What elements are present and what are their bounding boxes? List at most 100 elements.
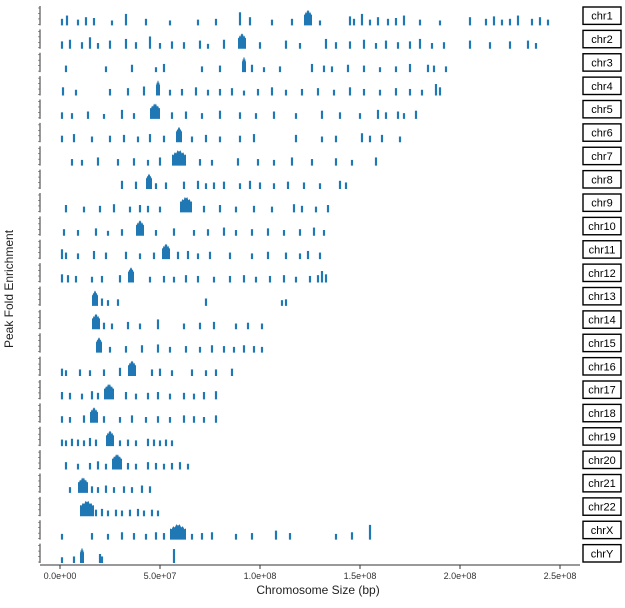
strip-label-box — [582, 263, 622, 283]
peak-bar — [122, 486, 126, 493]
peak-bar — [274, 530, 278, 540]
peak-bar — [128, 206, 132, 213]
peak-cluster — [156, 80, 160, 96]
peak-bar — [154, 183, 158, 189]
peak-bar — [312, 227, 316, 236]
peak-bar — [116, 299, 120, 306]
peak-bar — [426, 64, 430, 73]
peak-bar — [348, 87, 352, 96]
peak-bar — [68, 487, 72, 493]
peak-bar — [60, 249, 64, 260]
peak-bar — [228, 252, 232, 260]
peak-bar — [162, 135, 166, 143]
strip-label-chr17: chr17 — [588, 385, 616, 397]
peak-bar — [196, 275, 200, 283]
peak-bar — [204, 370, 208, 376]
strip-label-chr9: chr9 — [591, 198, 612, 210]
peak-bar — [76, 19, 80, 26]
peak-bar — [142, 510, 146, 517]
peak-bar — [282, 230, 286, 236]
peak-bar — [332, 89, 336, 96]
peak-bar — [168, 417, 172, 423]
peak-bar — [108, 135, 112, 143]
peak-bar — [130, 487, 134, 493]
peak-cluster — [92, 290, 98, 306]
peak-bar — [268, 275, 272, 283]
strip-label-chr3: chr3 — [591, 57, 612, 69]
peak-bar — [140, 485, 144, 493]
peak-bar — [108, 40, 112, 49]
peak-bar — [102, 113, 106, 119]
peak-bar — [200, 533, 204, 540]
strip-label-box — [582, 520, 622, 540]
peak-bar — [144, 533, 148, 540]
strip-label-box — [582, 356, 622, 376]
peak-bar — [414, 110, 418, 119]
peak-bar — [320, 271, 324, 283]
peak-bar — [168, 89, 172, 96]
peak-bar — [64, 205, 68, 213]
peak-bar — [210, 345, 214, 353]
peak-bar — [442, 42, 446, 49]
peak-cluster — [104, 384, 114, 400]
peak-bar — [110, 323, 114, 330]
peak-bar — [330, 66, 334, 73]
peak-bar — [352, 18, 356, 26]
x-axis-tick-label: 2.0e+08 — [444, 571, 477, 581]
strip-label-chr2: chr2 — [591, 34, 612, 46]
peak-bar — [318, 183, 322, 189]
strip-label-chr5: chr5 — [591, 104, 612, 116]
peak-bar — [204, 134, 208, 143]
peak-bar — [300, 88, 304, 96]
peak-bar — [420, 89, 424, 96]
peak-bar — [154, 462, 158, 470]
panel-chr17: chr17 — [38, 380, 622, 400]
panel-chr13: chr13 — [38, 286, 622, 306]
peak-bar — [294, 113, 298, 119]
peak-bar — [186, 463, 190, 470]
peak-bar — [492, 16, 496, 26]
peak-bar — [204, 183, 208, 189]
peak-bar — [298, 253, 302, 260]
peak-bar — [170, 41, 174, 49]
peak-bar — [90, 136, 94, 143]
peak-bar — [68, 392, 72, 400]
peak-bar — [170, 112, 174, 119]
peak-bar — [228, 275, 232, 283]
peak-bar — [154, 532, 158, 540]
peak-bar — [252, 346, 256, 353]
peak-bar — [350, 159, 354, 166]
peak-bar — [84, 17, 88, 26]
peak-bar — [138, 205, 142, 213]
peak-bar — [86, 111, 90, 119]
peak-cluster — [92, 313, 100, 330]
peak-bar — [294, 134, 298, 143]
peak-bar — [236, 158, 240, 166]
peak-cluster — [238, 33, 246, 49]
peak-cluster — [80, 500, 94, 517]
peak-bar — [310, 63, 314, 73]
peak-bar — [178, 462, 182, 470]
peak-bar — [132, 158, 136, 166]
peak-bar — [118, 367, 122, 376]
peak-bar — [124, 38, 128, 49]
peak-bar — [182, 415, 186, 423]
peak-bar — [284, 40, 288, 49]
peak-bar — [136, 136, 140, 143]
peak-bar — [90, 533, 94, 540]
strip-label-box — [582, 6, 622, 26]
peak-bar — [106, 510, 110, 517]
strip-label-box — [582, 99, 622, 119]
peak-bar — [434, 84, 438, 96]
peak-bar — [134, 463, 138, 470]
peak-bar — [386, 18, 390, 26]
peak-bar — [196, 180, 200, 189]
strip-label-chr6: chr6 — [591, 128, 612, 140]
peak-bar — [218, 205, 222, 213]
peak-bar — [230, 88, 234, 96]
peak-bar — [126, 88, 130, 96]
strip-label-chr14: chr14 — [588, 315, 616, 327]
peak-bar — [186, 250, 190, 260]
peak-bar — [198, 322, 202, 330]
peak-bar — [118, 440, 122, 447]
